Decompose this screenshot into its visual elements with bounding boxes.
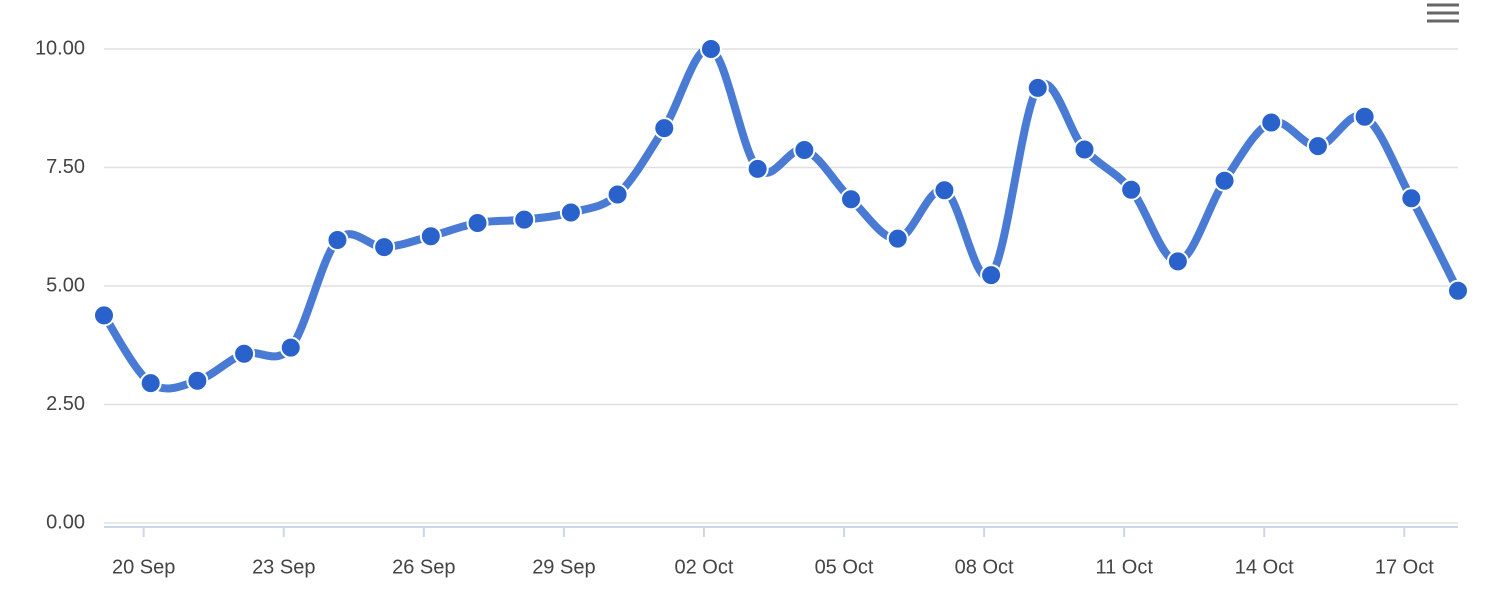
data-point <box>419 225 442 248</box>
data-point <box>980 264 1003 287</box>
y-tick-label: 2.50 <box>46 393 85 415</box>
data-point <box>233 342 256 365</box>
x-tick-label: 23 Sep <box>252 556 315 578</box>
x-tick-label: 05 Oct <box>815 556 874 578</box>
data-point <box>279 336 302 359</box>
x-tick-label: 08 Oct <box>955 556 1014 578</box>
data-point <box>1213 169 1236 192</box>
data-point <box>1400 187 1423 210</box>
menu-button[interactable] <box>1424 2 1462 26</box>
data-point <box>139 372 162 395</box>
data-point <box>746 157 769 180</box>
data-point <box>186 369 209 392</box>
data-point <box>513 208 536 231</box>
x-tick-label: 11 Oct <box>1095 556 1153 578</box>
data-point <box>466 211 489 234</box>
data-point <box>1026 76 1049 99</box>
x-tick-label: 02 Oct <box>675 556 734 578</box>
x-tick-label: 29 Sep <box>532 556 595 578</box>
data-point <box>653 117 676 140</box>
x-tick-label: 26 Sep <box>392 556 455 578</box>
y-tick-label: 5.00 <box>46 274 85 296</box>
data-point <box>1306 135 1329 158</box>
data-point <box>933 179 956 202</box>
y-tick-label: 7.50 <box>46 156 85 178</box>
data-point <box>1353 105 1376 128</box>
data-point <box>93 304 115 327</box>
data-point <box>1260 111 1283 134</box>
y-tick-label: 10.00 <box>35 37 85 59</box>
data-point <box>840 188 863 211</box>
series-line <box>100 44 1462 393</box>
x-tick-label: 17 Oct <box>1375 556 1434 578</box>
x-tick-label: 20 Sep <box>112 556 175 578</box>
data-point <box>326 229 349 252</box>
data-point <box>699 38 722 60</box>
data-point <box>373 236 396 259</box>
data-point <box>606 183 629 206</box>
data-point <box>1073 138 1096 161</box>
data-point <box>793 138 816 161</box>
y-tick-label: 0.00 <box>46 511 85 533</box>
data-point <box>559 201 582 224</box>
data-point <box>1166 250 1189 273</box>
data-point <box>886 227 909 250</box>
x-tick-label: 14 Oct <box>1235 556 1294 578</box>
data-point <box>1447 279 1469 302</box>
data-point <box>1120 178 1143 201</box>
